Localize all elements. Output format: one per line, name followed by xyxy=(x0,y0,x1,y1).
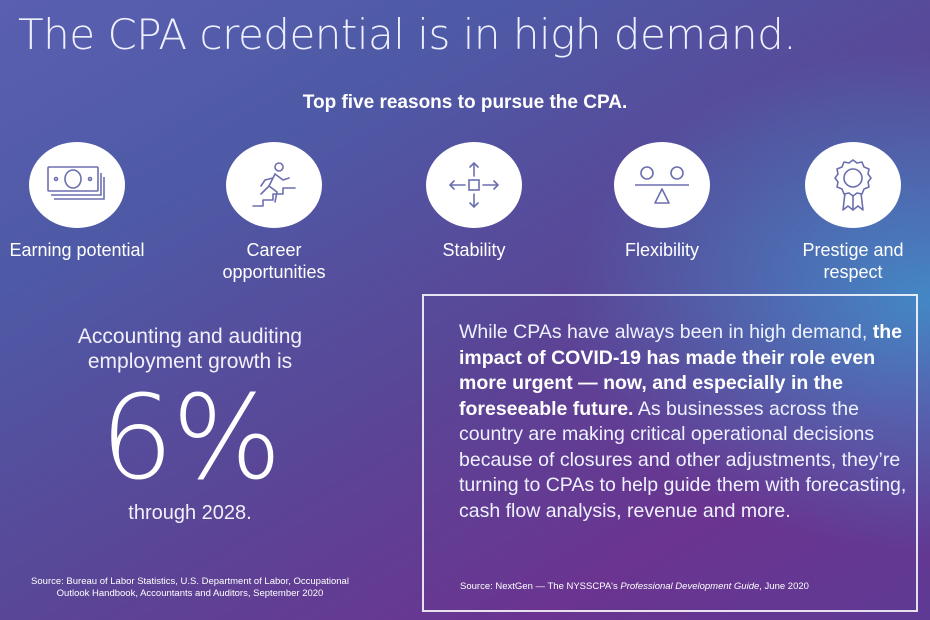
page-title: The CPA credential is in high demand. xyxy=(18,10,797,59)
reason-label: Prestige and respect xyxy=(802,240,904,282)
stat-label: Accounting and auditing employment growt… xyxy=(77,325,303,373)
reason-label: Career opportunities xyxy=(222,240,326,282)
source-title: Professional Development Guide xyxy=(620,581,760,592)
money-stack-icon xyxy=(29,142,125,228)
stat-value: 6% xyxy=(99,371,282,506)
arrows-center-icon xyxy=(426,142,522,228)
quote-emphasis: the impact of COVID-19 has made their ro… xyxy=(459,321,902,420)
quote-part2: As businesses across the country are mak… xyxy=(459,397,907,522)
source-prefix: Source: NextGen — The NYSSCPA's xyxy=(460,581,621,592)
reason-prestige-respect: Prestige and respect xyxy=(773,142,930,283)
source-suffix: , June 2020 xyxy=(759,581,809,592)
reason-label: Earning potential xyxy=(9,240,145,260)
award-ribbon-icon xyxy=(805,142,901,228)
source-note-bls: Source: Bureau of Labor Statistics, U.S.… xyxy=(31,576,349,599)
balance-scale-icon xyxy=(614,142,710,228)
quote-text: While CPAs have always been in high dema… xyxy=(459,320,909,524)
subheading: Top five reasons to pursue the CPA. xyxy=(302,92,628,113)
reason-label: Flexibility xyxy=(624,240,699,260)
reason-flexibility: Flexibility xyxy=(582,142,742,261)
climbing-stairs-icon xyxy=(226,142,322,228)
reason-label: Stability xyxy=(442,240,506,260)
reason-stability: Stability xyxy=(394,142,554,261)
quote-part1: While CPAs have always been in high dema… xyxy=(459,321,873,343)
reason-career-opportunities: Career opportunities xyxy=(194,142,354,283)
employment-growth-stat: Accounting and auditing employment growt… xyxy=(50,324,330,526)
reason-earning-potential: Earning potential xyxy=(0,142,157,261)
source-note-nextgen: Source: NextGen — The NYSSCPA's Professi… xyxy=(460,581,809,592)
quote-box: While CPAs have always been in high dema… xyxy=(422,294,918,612)
stat-timeframe: through 2028. xyxy=(128,502,252,524)
